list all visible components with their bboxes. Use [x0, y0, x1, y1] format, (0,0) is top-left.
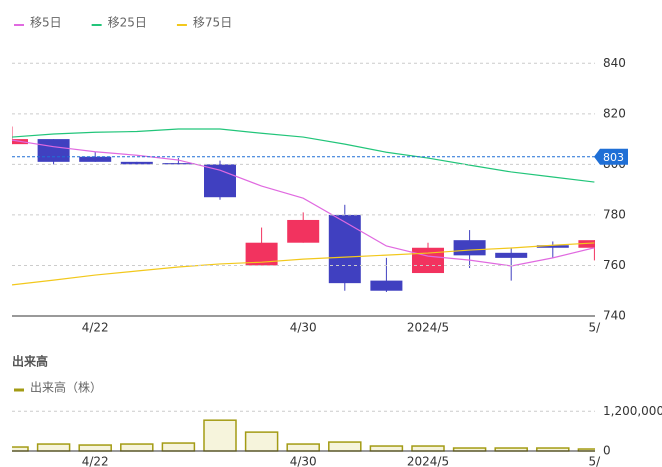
price-plot	[12, 126, 595, 292]
legend-label: 移5日	[30, 16, 62, 30]
volume-plot	[12, 419, 595, 452]
y-tick-label: 820	[603, 106, 626, 120]
volume-bar	[369, 445, 404, 452]
x-tick-label: 5/	[589, 321, 602, 335]
candle-body	[245, 242, 278, 266]
current-price-badge	[594, 148, 628, 165]
y-tick-label: 1,200,000	[603, 404, 662, 418]
volume-bar	[78, 444, 112, 452]
candle-body	[412, 247, 444, 274]
volume-bar	[286, 443, 320, 452]
legend-label: 移25日	[108, 16, 147, 30]
candle-body	[204, 164, 236, 198]
x-tick-label: 4/30	[290, 455, 317, 467]
candle-body	[79, 156, 112, 162]
candle-body	[287, 219, 320, 243]
y-tick-label: 0	[603, 444, 611, 458]
x-tick-label: 4/30	[290, 321, 317, 335]
ma-line	[12, 242, 595, 286]
y-tick-label: 760	[603, 258, 626, 272]
current-price-label: 803	[603, 151, 624, 164]
y-tick-label: 740	[603, 309, 626, 323]
x-tick-label: 4/22	[82, 321, 109, 335]
y-tick-label: 780	[603, 207, 626, 221]
volume-bar	[12, 446, 29, 452]
candle-body	[453, 240, 486, 256]
volume-bar	[120, 443, 154, 452]
ma-line	[12, 128, 595, 183]
legend-label: 移75日	[193, 16, 232, 30]
candle-body	[37, 139, 70, 162]
volume-title: 出来高	[12, 354, 48, 369]
x-tick-label: 2024/5	[407, 321, 449, 335]
candle-body	[370, 280, 403, 291]
ma-line	[12, 139, 595, 267]
volume-bar	[161, 442, 196, 452]
volume-bar	[244, 431, 279, 452]
volume-bar	[36, 443, 71, 452]
candle-body	[120, 161, 153, 165]
x-tick-label: 4/22	[82, 455, 109, 467]
candle-body	[162, 163, 195, 165]
candle-body	[495, 252, 528, 258]
volume-bar	[328, 441, 362, 452]
volume-bar	[411, 445, 445, 452]
candle-body	[536, 245, 569, 248]
x-tick-label: 2024/5	[407, 455, 449, 467]
legend-label: 出来高（株）	[30, 380, 102, 395]
x-tick-label: 5/	[589, 455, 602, 467]
volume-bar	[203, 419, 237, 452]
candle-body	[328, 214, 361, 284]
y-tick-label: 840	[603, 56, 626, 70]
